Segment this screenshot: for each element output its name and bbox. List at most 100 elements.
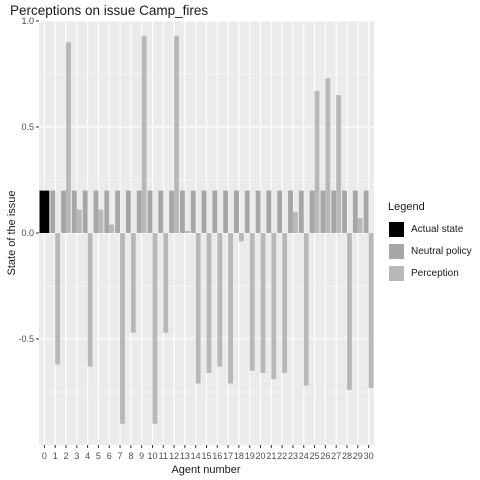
bar-neutral-policy-agent-26 (320, 190, 326, 233)
x-tick-label: 22 (277, 451, 287, 461)
legend: Legend Actual state Neutral policy Perce… (388, 201, 472, 284)
bar-neutral-policy-agent-5 (93, 190, 99, 233)
bar-neutral-policy-agent-17 (223, 190, 229, 233)
legend-item-neutral-policy: Neutral policy (388, 240, 472, 262)
bar-perception-agent-13 (184, 230, 190, 233)
x-tick-label: 15 (201, 451, 211, 461)
bars-group (39, 35, 374, 424)
bar-neutral-policy-agent-21 (266, 190, 272, 233)
bar-neutral-policy-agent-1 (50, 190, 56, 233)
bar-neutral-policy-agent-28 (342, 190, 347, 233)
legend-item-actual-state: Actual state (388, 218, 472, 240)
bar-actual-state-agent-0 (39, 190, 50, 233)
bar-perception-agent-12 (174, 35, 179, 234)
bar-perception-agent-17 (228, 233, 233, 384)
x-tick-label: 21 (266, 451, 276, 461)
bar-neutral-policy-agent-8 (125, 190, 131, 233)
bar-neutral-policy-agent-27 (331, 190, 337, 233)
x-tick-label: 17 (223, 451, 233, 461)
bar-perception-agent-16 (217, 233, 223, 367)
x-tick-label: 6 (107, 451, 112, 461)
x-tick-label: 8 (128, 451, 133, 461)
bar-perception-agent-22 (282, 233, 288, 373)
bar-perception-agent-8 (130, 233, 136, 333)
x-tick-label: 14 (191, 451, 201, 461)
x-tick-label: 29 (353, 451, 363, 461)
bar-perception-agent-21 (271, 233, 277, 380)
x-tick-label: 30 (364, 451, 374, 461)
x-tick-label: 3 (74, 451, 79, 461)
x-tick-label: 5 (96, 451, 101, 461)
bar-neutral-policy-agent-4 (82, 190, 88, 233)
x-tick-label: 12 (169, 451, 179, 461)
bar-neutral-policy-agent-24 (298, 190, 304, 233)
bar-perception-agent-7 (120, 233, 125, 424)
bar-perception-agent-9 (141, 35, 147, 234)
bar-perception-agent-14 (195, 233, 201, 384)
bar-perception-agent-6 (109, 224, 115, 233)
x-tick-label: 27 (331, 451, 341, 461)
bar-neutral-policy-agent-12 (169, 190, 175, 233)
x-tick-label: 13 (180, 451, 190, 461)
legend-item-perception: Perception (388, 262, 472, 284)
x-tick-label: 19 (245, 451, 255, 461)
bar-perception-agent-25 (314, 90, 320, 234)
x-tick-label: 28 (342, 451, 352, 461)
bar-perception-agent-26 (325, 78, 331, 234)
x-tick-label: 1 (53, 451, 58, 461)
bar-neutral-policy-agent-15 (201, 190, 207, 233)
y-axis-ticks: -0.5 0.0 0.5 1.0 (18, 16, 39, 344)
x-tick-label: 25 (310, 451, 320, 461)
y-tick-label: 0.5 (21, 122, 34, 132)
x-tick-label: 0 (42, 451, 47, 461)
bar-neutral-policy-agent-6 (104, 190, 110, 233)
bar-perception-agent-30 (368, 233, 374, 388)
bar-neutral-policy-agent-30 (363, 190, 369, 233)
legend-label: Actual state (411, 223, 464, 235)
bar-neutral-policy-agent-23 (288, 190, 293, 233)
bar-neutral-policy-agent-3 (71, 190, 77, 233)
x-tick-label: 26 (320, 451, 330, 461)
legend-label: Perception (411, 267, 459, 279)
bar-neutral-policy-agent-19 (244, 190, 250, 233)
y-tick-label: -0.5 (18, 334, 34, 344)
x-tick-label: 9 (139, 451, 144, 461)
bar-perception-agent-23 (292, 211, 298, 233)
x-tick-label: 4 (85, 451, 90, 461)
x-tick-label: 11 (159, 451, 168, 461)
legend-label: Neutral policy (411, 245, 472, 257)
bar-neutral-policy-agent-2 (61, 190, 67, 233)
bar-perception-agent-29 (357, 218, 363, 233)
x-tick-label: 16 (212, 451, 222, 461)
x-axis-ticks: 0 1 2 3 4 5 6 7 8 9 10 11 12 13 14 15 16 17 18 19 20 21 22 23 24… (42, 445, 374, 461)
x-tick-label: 7 (118, 451, 123, 461)
y-axis-label: State of the issue (6, 191, 18, 276)
bar-perception-agent-15 (206, 233, 212, 373)
x-tick-label: 23 (288, 451, 298, 461)
bar-perception-agent-27 (336, 95, 342, 233)
chart-title: Perceptions on issue Camp_fires (10, 3, 209, 18)
x-tick-label: 18 (234, 451, 244, 461)
bar-neutral-policy-agent-14 (190, 190, 196, 233)
bar-neutral-policy-agent-29 (352, 190, 358, 233)
legend-swatch (388, 242, 405, 260)
legend-swatch (388, 220, 405, 238)
bar-perception-agent-1 (55, 233, 61, 365)
bar-neutral-policy-agent-18 (234, 190, 239, 233)
bar-perception-agent-3 (76, 209, 82, 233)
bar-neutral-policy-agent-16 (212, 190, 218, 233)
bar-perception-agent-2 (66, 42, 71, 234)
bar-perception-agent-5 (98, 209, 104, 233)
x-tick-label: 24 (299, 451, 309, 461)
bar-neutral-policy-agent-11 (158, 190, 164, 233)
bar-perception-agent-20 (260, 233, 266, 373)
y-tick-label: 0.0 (21, 228, 34, 238)
bar-perception-agent-18 (238, 233, 244, 242)
bar-neutral-policy-agent-10 (147, 190, 153, 233)
bar-neutral-policy-agent-9 (136, 190, 142, 233)
bar-neutral-policy-agent-7 (115, 190, 121, 233)
legend-swatch (388, 264, 405, 282)
y-tick-label: 1.0 (21, 16, 34, 26)
x-tick-label: 2 (64, 451, 69, 461)
